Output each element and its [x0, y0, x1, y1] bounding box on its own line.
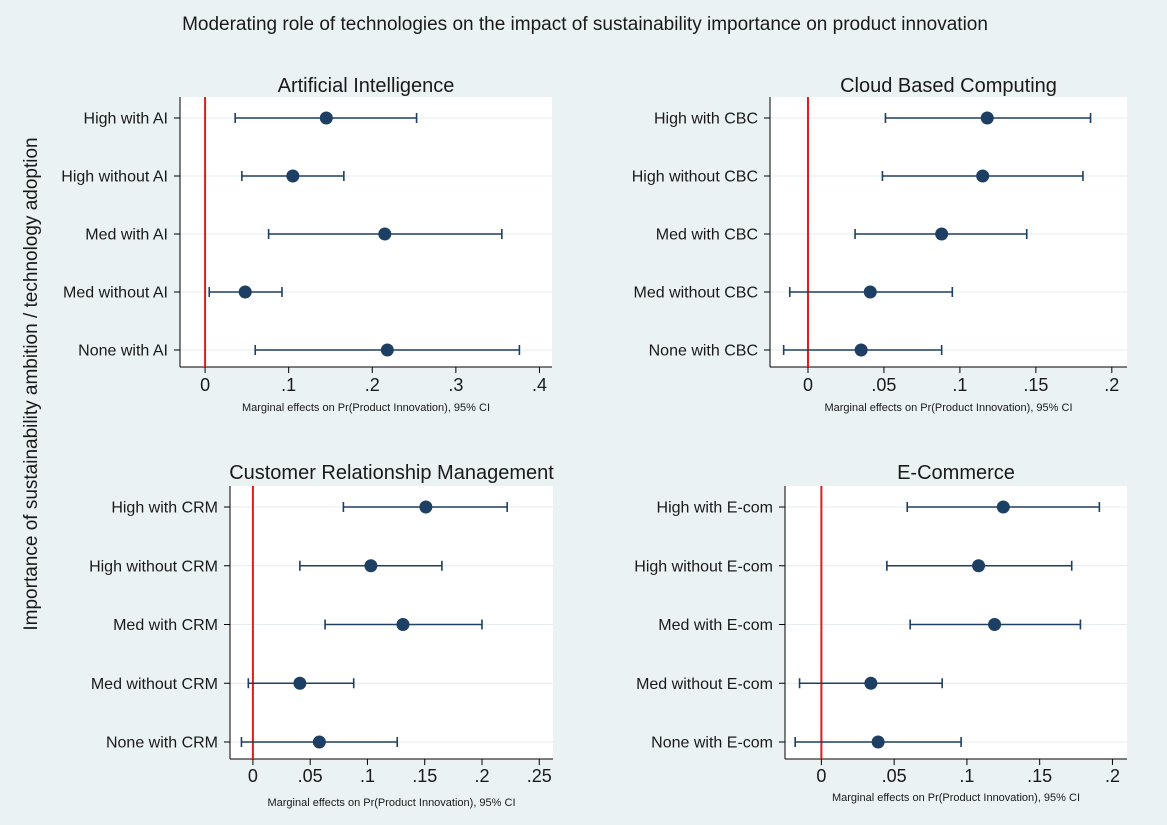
x-tick-label: .2 — [1104, 375, 1119, 395]
figure-y-axis-label: Importance of sustainability ambition / … — [21, 137, 42, 630]
point-estimate — [864, 676, 878, 690]
y-tick-label: High without CRM — [89, 558, 218, 575]
y-tick-label: Med without E-com — [636, 676, 773, 693]
x-axis-label: Marginal effects on Pr(Product Innovatio… — [832, 792, 1080, 804]
x-tick-label: .1 — [952, 375, 967, 395]
panel-2: Cloud Based Computing High with CBC High w… — [632, 75, 1127, 414]
point-estimate — [293, 676, 307, 690]
y-tick-label: None with E-com — [651, 735, 773, 752]
x-tick-label: 0 — [248, 766, 258, 786]
point-estimate — [935, 227, 949, 241]
panel-3: Customer Relationship Management High wit… — [89, 462, 554, 809]
x-axis-label: Marginal effects on Pr(Product Innovatio… — [242, 402, 490, 414]
panel-1: Artificial Intelligence High with AI High … — [61, 75, 552, 414]
point-estimate — [364, 559, 378, 573]
point-estimate — [854, 343, 868, 357]
y-tick-label: High with CBC — [654, 111, 758, 128]
x-tick-label: 0 — [200, 375, 210, 395]
x-tick-label: .4 — [532, 375, 547, 395]
point-estimate — [380, 343, 394, 357]
point-estimate — [871, 735, 885, 749]
y-tick-label: Med with AI — [85, 227, 168, 244]
x-tick-label: .15 — [412, 766, 437, 786]
x-tick-label: .2 — [1105, 766, 1120, 786]
point-estimate — [863, 285, 877, 299]
x-tick-label: 0 — [816, 766, 826, 786]
point-estimate — [976, 169, 990, 183]
point-estimate — [238, 285, 252, 299]
x-tick-label: .2 — [365, 375, 380, 395]
y-tick-label: None with CRM — [106, 735, 218, 752]
point-estimate — [286, 169, 300, 183]
x-axis-label: Marginal effects on Pr(Product Innovatio… — [267, 797, 515, 809]
y-tick-label: High with E-com — [657, 500, 773, 517]
x-tick-label: 0 — [803, 375, 813, 395]
point-estimate — [980, 111, 994, 125]
y-tick-label: Med with CRM — [113, 617, 218, 634]
x-tick-label: .1 — [959, 766, 974, 786]
x-tick-label: .05 — [298, 766, 323, 786]
y-tick-label: Med without CBC — [634, 285, 759, 302]
x-tick-label: .1 — [281, 375, 296, 395]
point-estimate — [972, 559, 986, 573]
panel-4: E-Commerce High with E-com High without E-… — [634, 462, 1127, 804]
x-tick-label: .15 — [1023, 375, 1048, 395]
x-tick-label: .1 — [360, 766, 375, 786]
x-tick-label: .3 — [448, 375, 463, 395]
y-tick-label: None with CBC — [649, 343, 758, 360]
point-estimate — [312, 735, 326, 749]
y-tick-label: Med with E-com — [658, 617, 773, 634]
panel-title: Cloud Based Computing — [840, 75, 1057, 97]
x-tick-label: .15 — [1027, 766, 1052, 786]
x-tick-label: .05 — [871, 375, 896, 395]
x-tick-label: .25 — [527, 766, 552, 786]
plot-area — [770, 97, 1127, 367]
y-tick-label: High with CRM — [111, 500, 218, 517]
y-tick-label: None with AI — [78, 343, 168, 360]
plot-area — [230, 486, 553, 759]
x-tick-label: .2 — [474, 766, 489, 786]
point-estimate — [396, 618, 410, 631]
figure-title: Moderating role of technologies on the i… — [182, 14, 988, 35]
y-tick-label: High with AI — [84, 111, 168, 128]
plot-area — [180, 97, 552, 367]
x-axis-label: Marginal effects on Pr(Product Innovatio… — [824, 402, 1072, 414]
y-tick-label: High without E-com — [634, 558, 773, 575]
y-tick-label: High without CBC — [632, 169, 758, 186]
x-tick-label: .05 — [882, 766, 907, 786]
y-tick-label: Med without CRM — [91, 676, 218, 693]
panel-title: Customer Relationship Management — [229, 462, 554, 484]
plot-area — [785, 486, 1127, 759]
panels: Artificial Intelligence High with AI High … — [61, 75, 1127, 809]
point-estimate — [378, 227, 392, 241]
panel-title: Artificial Intelligence — [278, 75, 455, 97]
panel-title: E-Commerce — [897, 462, 1015, 484]
y-tick-label: Med with CBC — [656, 227, 758, 244]
y-tick-label: High without AI — [61, 169, 168, 186]
point-estimate — [988, 618, 1002, 631]
point-estimate — [996, 500, 1010, 514]
y-tick-label: Med without AI — [63, 285, 168, 302]
point-estimate — [419, 500, 433, 514]
point-estimate — [319, 111, 333, 125]
